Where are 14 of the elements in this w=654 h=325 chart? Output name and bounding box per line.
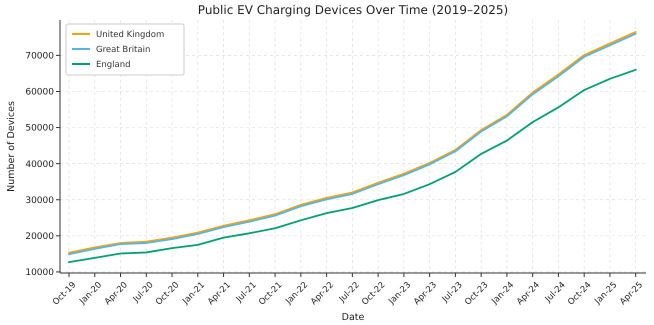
chart-title: Public EV Charging Devices Over Time (2019–2025) [198,3,508,17]
line-series [68,68,637,264]
legend-label: Great Britain [96,44,150,55]
y-tick-label: 30000 [25,196,54,206]
legend-label: United Kingdom [96,30,164,40]
y-tick-label: 50000 [25,124,54,134]
x-axis-title: Date [342,312,364,323]
y-tick-label: 10000 [25,268,54,278]
y-tick-label: 40000 [25,160,54,170]
y-tick-label: 20000 [25,232,54,242]
legend-label: England [96,60,131,70]
y-axis-title: Number of Devices [6,101,17,192]
y-tick-label: 60000 [25,88,54,98]
y-tick-label: 70000 [25,52,54,62]
